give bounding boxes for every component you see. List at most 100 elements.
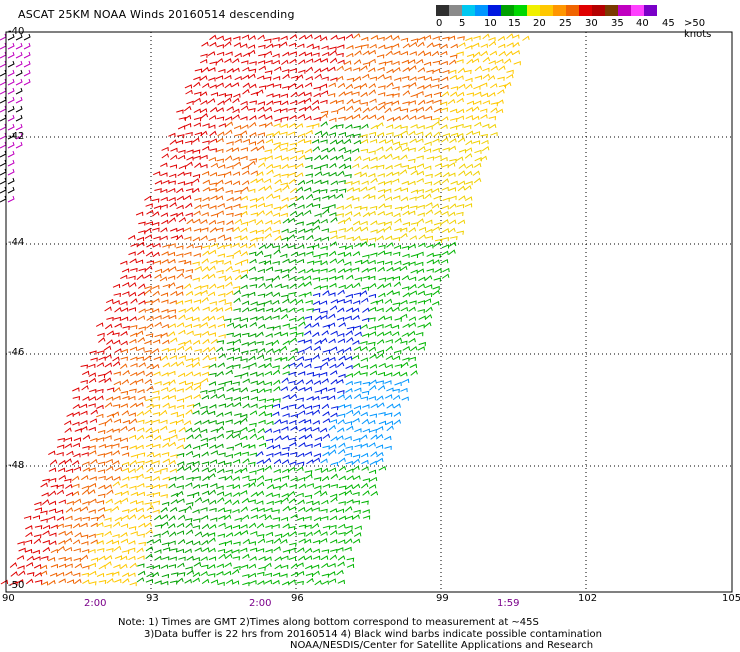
wind-barb	[257, 388, 266, 394]
wind-barb	[7, 150, 15, 158]
wind-barb	[465, 139, 473, 146]
wind-barb	[312, 420, 320, 425]
wind-barb	[369, 43, 377, 49]
wind-barb	[258, 363, 266, 369]
wind-barb	[152, 251, 160, 258]
wind-barb	[168, 217, 177, 223]
wind-barb	[208, 381, 217, 386]
wind-barb	[242, 365, 250, 370]
wind-barb	[442, 36, 450, 41]
wind-barb	[336, 75, 344, 81]
legend-tick-label: 40	[636, 18, 649, 29]
wind-barb	[344, 489, 353, 496]
wind-barb	[426, 244, 434, 249]
wind-barb	[289, 283, 297, 289]
wind-barb	[249, 410, 258, 416]
wind-barb	[335, 193, 344, 199]
wind-barb	[298, 555, 306, 561]
wind-barb	[354, 387, 362, 392]
wind-barb	[208, 124, 216, 129]
wind-barb	[96, 572, 105, 578]
wind-barb	[225, 475, 233, 481]
wind-barb	[80, 420, 88, 425]
wind-barb	[15, 123, 23, 131]
footnote-line-1: Note: 1) Times are GMT 2)Times along bot…	[118, 617, 539, 628]
wind-barb	[311, 564, 320, 569]
wind-barb	[424, 141, 432, 146]
wind-barb	[159, 409, 168, 416]
wind-barb	[480, 114, 488, 119]
wind-barb	[330, 496, 338, 503]
wind-barb	[362, 509, 370, 514]
wind-barb	[106, 548, 114, 553]
wind-barb	[192, 556, 200, 562]
wind-barb	[330, 548, 338, 554]
wind-barb	[144, 502, 152, 507]
wind-barb	[319, 490, 328, 497]
wind-barb	[289, 68, 297, 73]
wind-barb	[345, 293, 353, 299]
wind-barb	[217, 164, 226, 169]
wind-barb	[258, 556, 266, 561]
wind-barb	[369, 379, 377, 385]
wind-barb	[178, 508, 186, 513]
wind-barb	[344, 268, 352, 273]
wind-barb	[296, 516, 305, 522]
wind-barb	[416, 131, 424, 136]
wind-barb	[344, 506, 353, 512]
wind-barb	[120, 390, 129, 396]
wind-barb	[312, 555, 321, 560]
wind-barb	[384, 107, 392, 114]
wind-barb	[177, 154, 186, 160]
wind-barb	[312, 457, 321, 463]
wind-barb	[281, 435, 290, 441]
wind-barb	[273, 108, 282, 113]
wind-barb	[176, 291, 184, 297]
wind-barb	[360, 452, 369, 458]
wind-barb	[247, 461, 256, 466]
wind-barb	[248, 563, 257, 569]
wind-barb	[122, 578, 130, 584]
wind-barb	[201, 371, 210, 376]
wind-barb	[346, 425, 354, 431]
wind-barb	[402, 101, 410, 106]
wind-barb	[409, 138, 417, 144]
wind-barb	[90, 557, 99, 562]
wind-barb	[104, 402, 113, 408]
wind-barb	[176, 268, 185, 273]
wind-barb	[289, 530, 297, 537]
wind-barb	[418, 341, 426, 347]
wind-barb	[151, 347, 160, 354]
wind-barb	[168, 314, 177, 320]
wind-barb	[450, 86, 459, 91]
wind-barb	[272, 212, 281, 217]
wind-barb	[191, 491, 200, 497]
wind-barb	[312, 189, 320, 194]
wind-barb	[258, 157, 266, 162]
wind-barb	[328, 268, 336, 273]
wind-barb	[192, 149, 201, 154]
wind-barb	[104, 554, 113, 561]
wind-barb	[160, 506, 168, 513]
legend-tick-label: 35	[611, 18, 624, 29]
wind-barb	[287, 466, 296, 472]
wind-barb	[176, 548, 184, 553]
wind-barb	[208, 265, 216, 272]
wind-barb	[368, 293, 377, 298]
wind-barb	[97, 513, 105, 520]
wind-barb	[241, 514, 250, 520]
legend-tick-label: >50 knots	[684, 18, 712, 40]
wind-barb	[88, 403, 96, 408]
wind-barb	[377, 371, 386, 377]
wind-barb	[369, 353, 377, 359]
wind-barb	[41, 499, 50, 505]
wind-barb	[23, 78, 31, 86]
wind-barb	[265, 193, 274, 199]
wind-barb	[169, 420, 177, 425]
wind-barb	[465, 37, 473, 42]
wind-barb	[120, 437, 128, 442]
legend-tick-label: 25	[559, 18, 572, 29]
wind-barb	[137, 283, 146, 289]
wind-barb	[136, 444, 144, 450]
wind-barb	[266, 93, 274, 98]
